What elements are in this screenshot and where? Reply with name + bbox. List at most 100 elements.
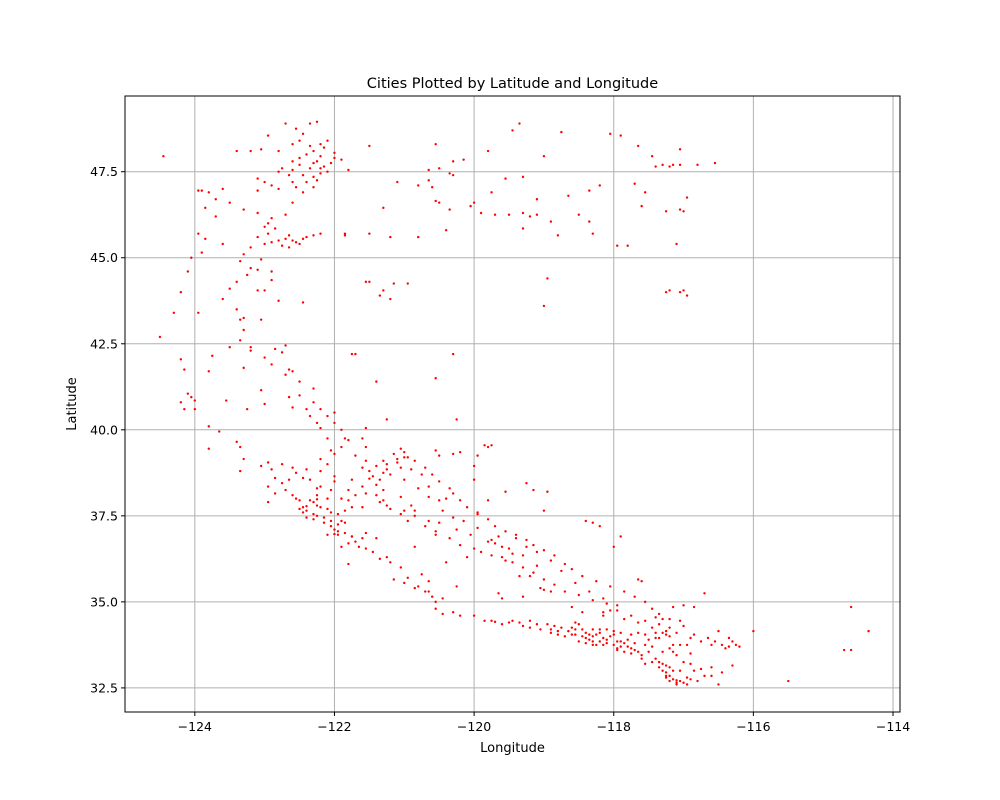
city-point (281, 463, 283, 465)
city-point (578, 640, 580, 642)
city-point (298, 394, 300, 396)
city-point (379, 501, 381, 503)
city-point (239, 446, 241, 448)
city-point (368, 470, 370, 472)
city-point (518, 122, 520, 124)
city-point (585, 632, 587, 634)
city-point (274, 477, 276, 479)
city-point (414, 587, 416, 589)
city-point (302, 174, 304, 176)
city-point (511, 561, 513, 563)
city-point (553, 583, 555, 585)
city-point (330, 449, 332, 451)
city-point (567, 630, 569, 632)
city-point (330, 520, 332, 522)
city-point (714, 162, 716, 164)
city-point (298, 164, 300, 166)
city-point (263, 181, 265, 183)
city-point (679, 208, 681, 210)
city-point (592, 232, 594, 234)
city-point (389, 508, 391, 510)
city-point (525, 482, 527, 484)
city-point (344, 522, 346, 524)
city-point (550, 590, 552, 592)
city-point (434, 601, 436, 603)
city-point (424, 590, 426, 592)
city-point (194, 399, 196, 401)
city-point (347, 169, 349, 171)
city-point (647, 651, 649, 653)
city-point (452, 516, 454, 518)
city-point (675, 679, 677, 681)
city-point (316, 179, 318, 181)
city-point (277, 150, 279, 152)
city-point (246, 408, 248, 410)
city-point (239, 470, 241, 472)
city-point (316, 121, 318, 123)
x-tick-label: −124 (178, 719, 212, 734)
city-point (599, 632, 601, 634)
city-point (686, 196, 688, 198)
city-point (480, 551, 482, 553)
city-point (682, 661, 684, 663)
city-point (487, 518, 489, 520)
city-point (298, 380, 300, 382)
city-point (623, 618, 625, 620)
city-point (616, 649, 618, 651)
city-point (529, 626, 531, 628)
city-point (532, 544, 534, 546)
city-point (644, 601, 646, 603)
city-point (452, 453, 454, 455)
city-point (389, 236, 391, 238)
city-point (323, 516, 325, 518)
city-point (459, 544, 461, 546)
city-point (602, 644, 604, 646)
city-point (497, 535, 499, 537)
city-point (640, 580, 642, 582)
city-point (494, 214, 496, 216)
city-point (441, 613, 443, 615)
city-point (340, 446, 342, 448)
city-point (260, 258, 262, 260)
city-point (581, 628, 583, 630)
city-point (400, 448, 402, 450)
city-point (574, 628, 576, 630)
city-point (588, 639, 590, 641)
city-point (585, 520, 587, 522)
city-point (679, 164, 681, 166)
city-point (668, 165, 670, 167)
city-point (515, 537, 517, 539)
city-point (661, 670, 663, 672)
city-point (270, 468, 272, 470)
city-point (333, 157, 335, 159)
city-point (309, 415, 311, 417)
city-point (661, 164, 663, 166)
city-point (323, 146, 325, 148)
city-point (550, 220, 552, 222)
city-point (197, 189, 199, 191)
city-point (403, 456, 405, 458)
city-point (267, 501, 269, 503)
city-point (696, 164, 698, 166)
city-point (263, 226, 265, 228)
city-point (239, 260, 241, 262)
city-point (270, 241, 272, 243)
city-point (312, 176, 314, 178)
city-point (393, 282, 395, 284)
city-point (365, 532, 367, 534)
city-point (543, 155, 545, 157)
city-point (724, 647, 726, 649)
city-point (721, 671, 723, 673)
city-point (689, 637, 691, 639)
city-point (312, 150, 314, 152)
city-point (644, 663, 646, 665)
city-point (588, 220, 590, 222)
city-point (351, 479, 353, 481)
city-point (504, 177, 506, 179)
city-point (407, 456, 409, 458)
city-point (365, 460, 367, 462)
city-point (627, 645, 629, 647)
city-point (277, 300, 279, 302)
city-point (302, 301, 304, 303)
city-point (609, 133, 611, 135)
